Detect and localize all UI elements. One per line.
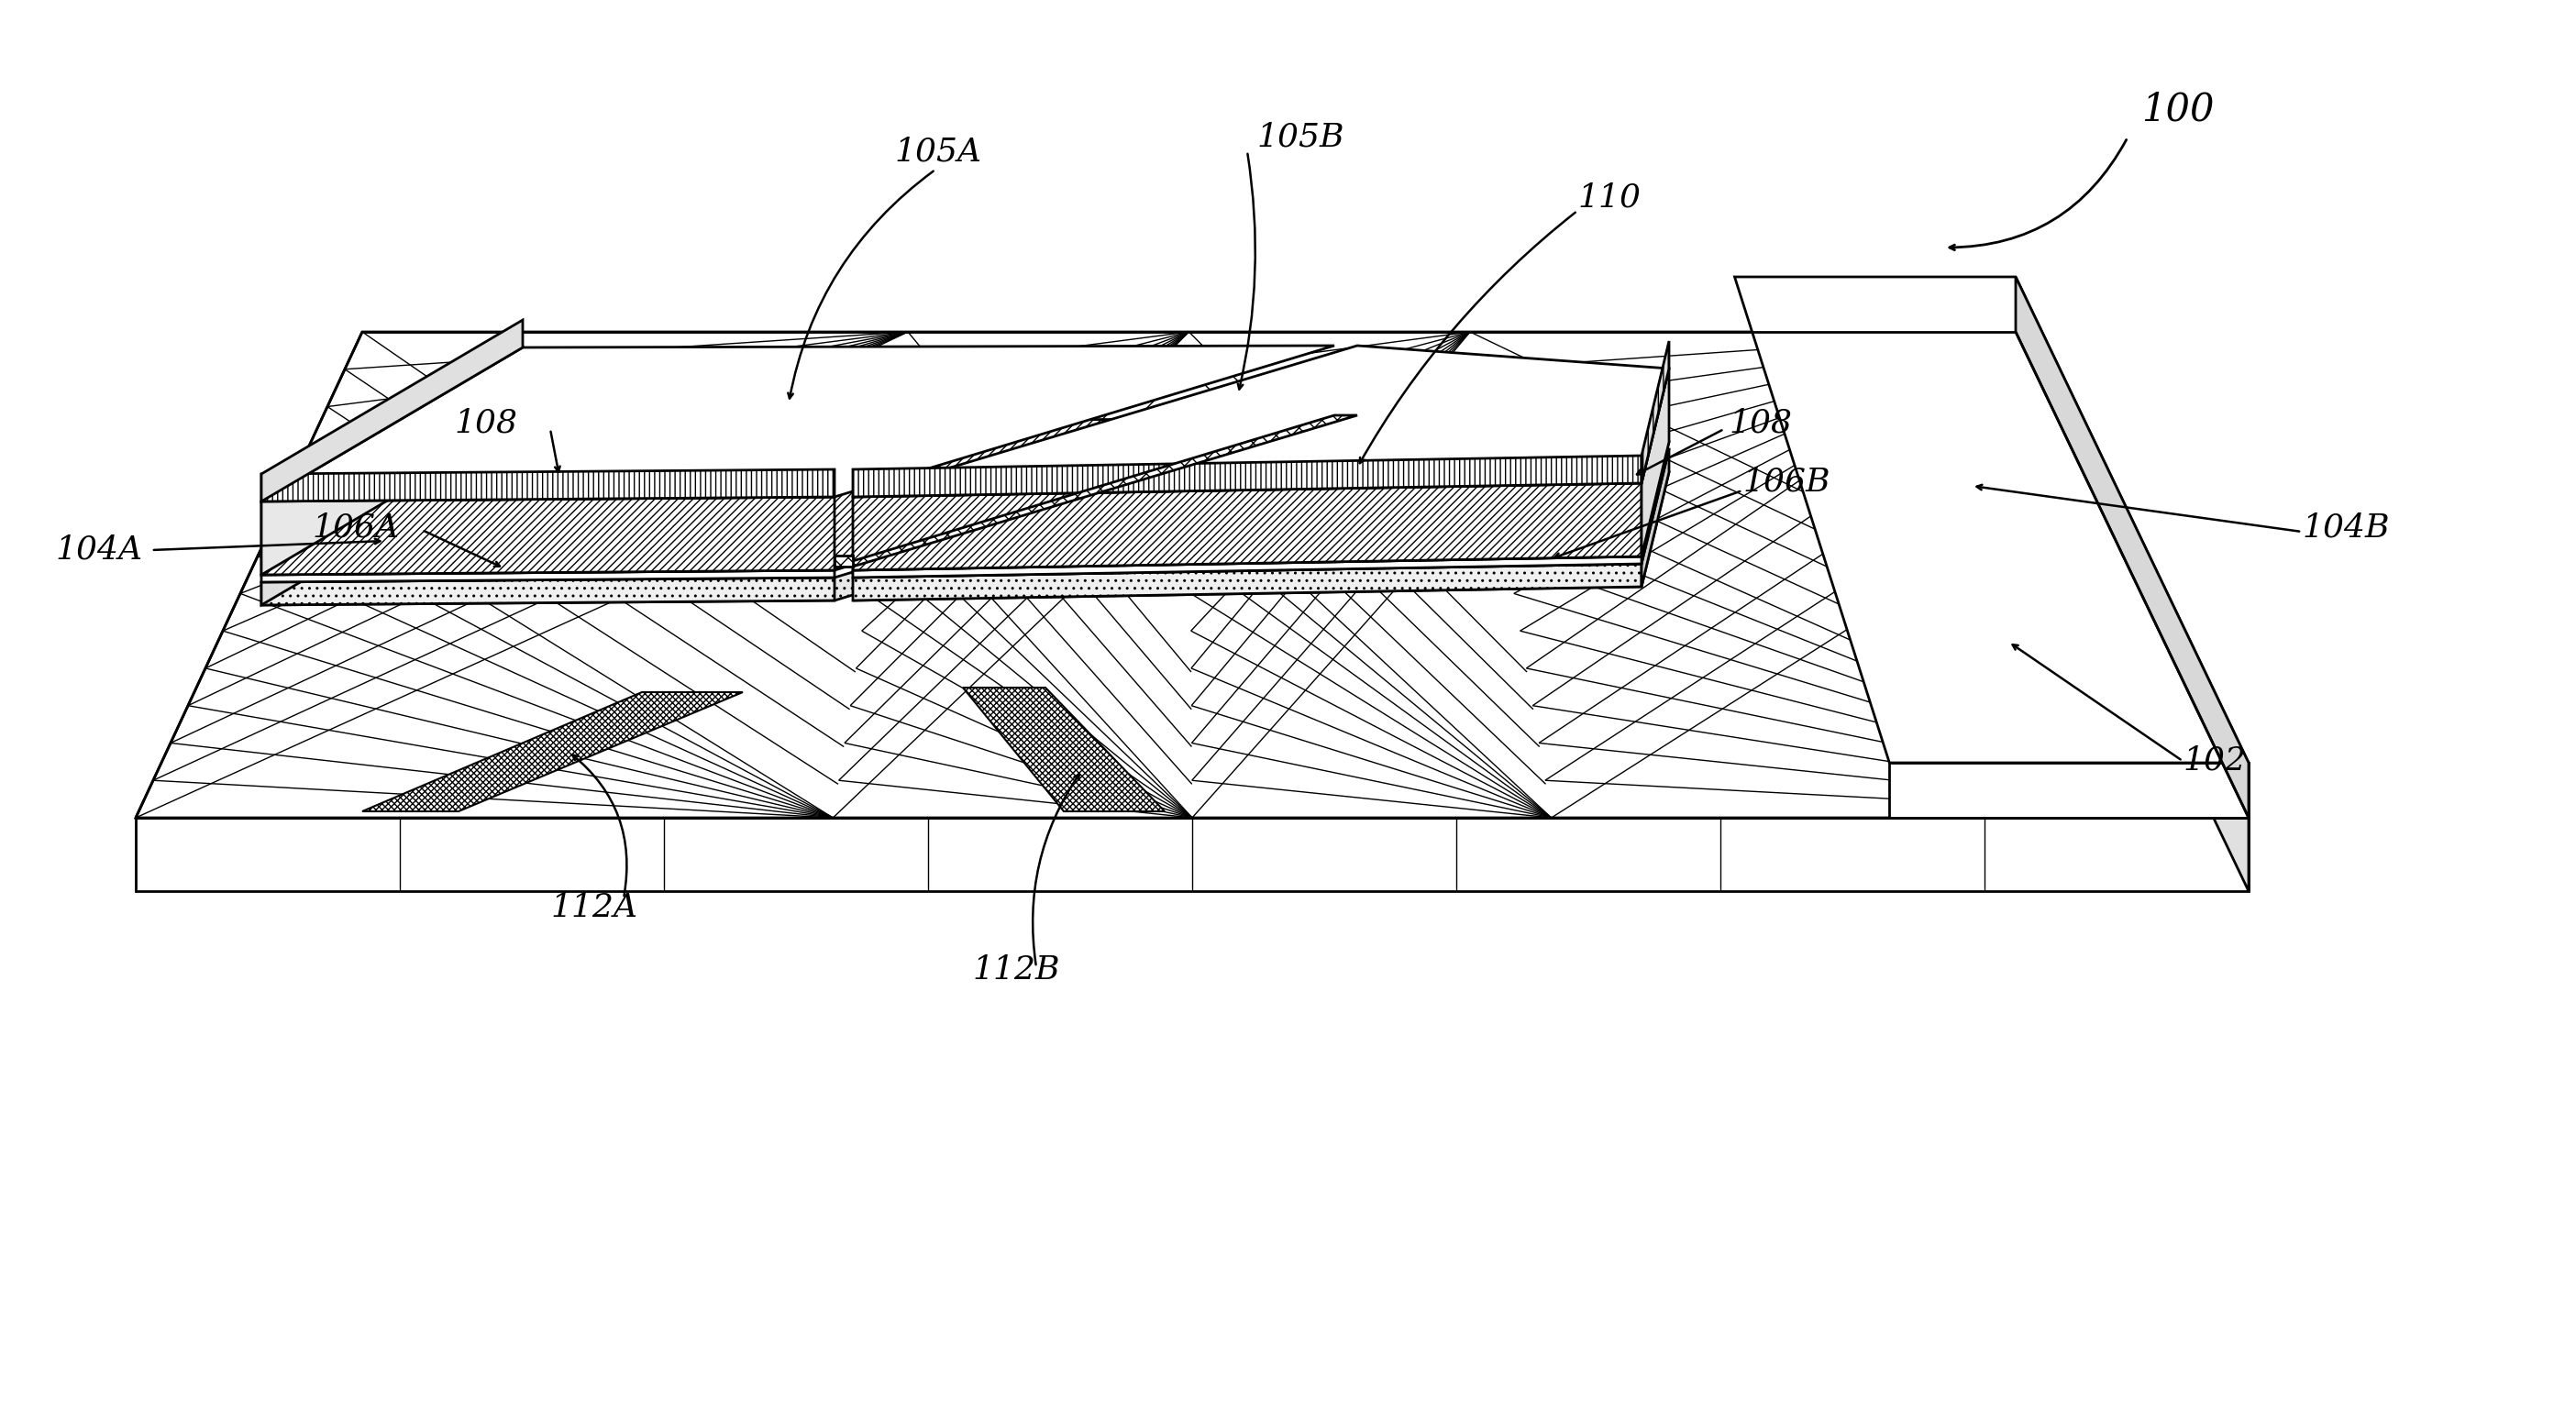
- Text: 110: 110: [1577, 182, 1641, 213]
- Polygon shape: [2014, 333, 2249, 891]
- Text: 105B: 105B: [1257, 122, 1345, 153]
- Polygon shape: [1641, 368, 1669, 557]
- Polygon shape: [835, 556, 853, 567]
- Text: 108: 108: [453, 408, 518, 439]
- Polygon shape: [260, 348, 523, 576]
- Polygon shape: [260, 469, 835, 502]
- Text: 108: 108: [1728, 408, 1793, 439]
- Text: 112A: 112A: [551, 892, 636, 924]
- Polygon shape: [260, 497, 835, 576]
- Polygon shape: [853, 564, 1641, 601]
- Text: 105A: 105A: [894, 135, 981, 166]
- Polygon shape: [1734, 277, 2249, 763]
- Polygon shape: [853, 449, 1669, 601]
- Polygon shape: [2014, 277, 2249, 817]
- Polygon shape: [260, 570, 835, 583]
- Polygon shape: [260, 345, 1334, 502]
- Polygon shape: [260, 419, 1334, 576]
- Polygon shape: [260, 577, 835, 605]
- Polygon shape: [260, 449, 1334, 605]
- Text: 104B: 104B: [2303, 512, 2391, 543]
- Polygon shape: [1888, 763, 2249, 817]
- Text: 112B: 112B: [971, 955, 1059, 986]
- Polygon shape: [853, 456, 1641, 497]
- Polygon shape: [853, 483, 1641, 570]
- Polygon shape: [137, 817, 2249, 891]
- Polygon shape: [853, 426, 1669, 577]
- Polygon shape: [260, 428, 523, 605]
- Polygon shape: [853, 557, 1641, 577]
- Polygon shape: [853, 419, 1669, 570]
- Text: 100: 100: [2141, 91, 2215, 129]
- Polygon shape: [1641, 449, 1669, 587]
- Polygon shape: [853, 345, 1669, 497]
- Polygon shape: [963, 688, 1164, 811]
- Polygon shape: [260, 320, 523, 502]
- Polygon shape: [1641, 341, 1669, 483]
- Polygon shape: [363, 692, 742, 811]
- Text: 104A: 104A: [54, 534, 142, 566]
- Text: 102: 102: [2182, 746, 2246, 776]
- Polygon shape: [835, 415, 1358, 567]
- Text: 106B: 106B: [1741, 466, 1829, 497]
- Text: 106A: 106A: [312, 512, 399, 543]
- Polygon shape: [137, 333, 2249, 817]
- Polygon shape: [260, 426, 1334, 583]
